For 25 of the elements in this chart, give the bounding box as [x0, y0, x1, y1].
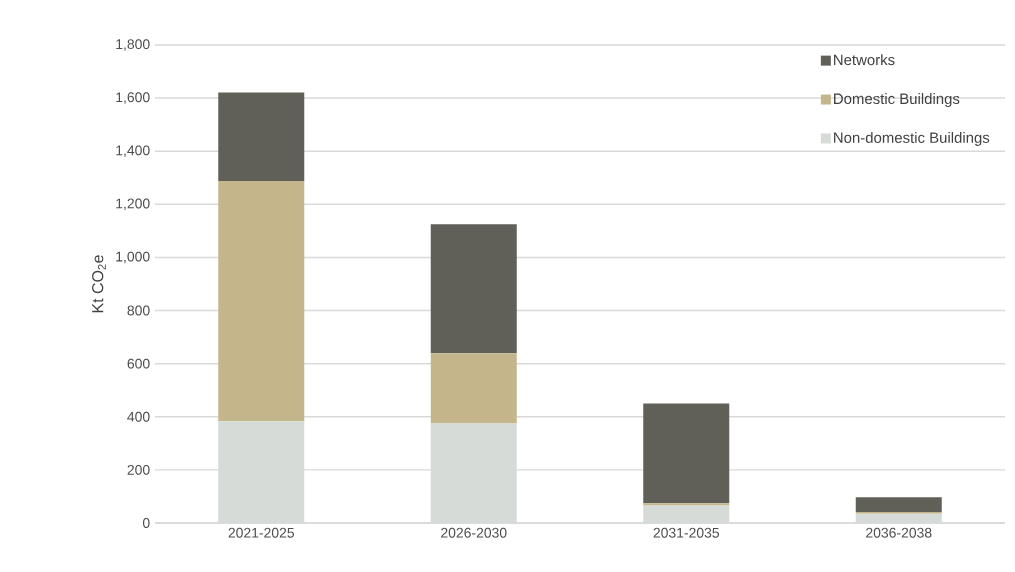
y-tick-label: 800 — [127, 305, 150, 316]
bar — [643, 503, 730, 506]
bar — [855, 497, 942, 513]
y-tick-label: 1,800 — [116, 39, 150, 51]
bar — [430, 224, 517, 354]
x-tick-label: 2021-2025 — [228, 527, 295, 538]
legend-label: Networks — [834, 54, 895, 66]
y-tick-label: 0 — [142, 518, 150, 528]
bar — [218, 92, 305, 181]
y-tick-label: 1,400 — [116, 145, 150, 157]
legend-label: Non-domestic Buildings — [834, 131, 990, 146]
legend-label: Domestic Buildings — [834, 93, 960, 107]
x-tick-label: 2031-2035 — [653, 527, 720, 538]
y-tick-label: 400 — [127, 411, 150, 422]
x-tick-label: 2036-2038 — [866, 527, 932, 538]
bar — [430, 353, 517, 424]
y-axis-title: Kt CO$_{2}$e — [92, 255, 106, 313]
y-tick-label: 600 — [127, 358, 150, 369]
bar — [643, 403, 730, 504]
bar — [218, 180, 305, 422]
y-tick-label: 1,000 — [116, 251, 150, 264]
y-tick-label: 1,200 — [116, 198, 150, 211]
y-tick-label: 200 — [127, 464, 150, 475]
x-tick-label: 2026-2030 — [441, 527, 507, 538]
y-tick-label: 1,600 — [116, 92, 150, 104]
